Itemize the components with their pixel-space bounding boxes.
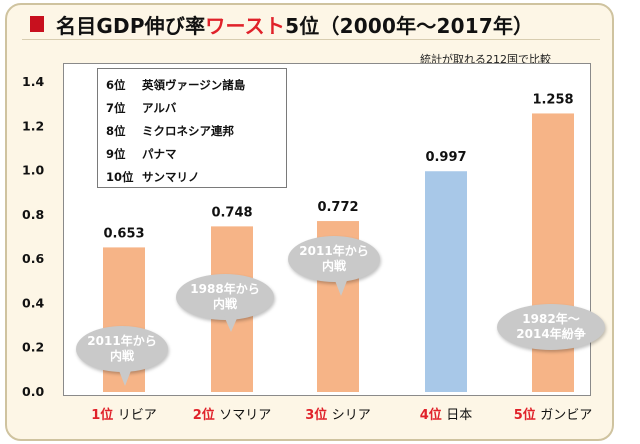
category-country: ソマリア xyxy=(219,408,271,423)
callout-text: 1982年～ 2014年紛争 xyxy=(516,312,586,341)
bar xyxy=(425,171,467,392)
value-label: 1.258 xyxy=(532,92,573,107)
title-prefix: 名目GDP伸び率 xyxy=(56,13,206,38)
callout-text: 1988年から 内戦 xyxy=(190,282,260,311)
legend-rank: 10位 xyxy=(106,170,134,184)
chart-title: 名目GDP伸び率ワースト5位（2000年～2017年） xyxy=(56,10,533,39)
value-label: 0.748 xyxy=(211,205,252,220)
category-country: シリア xyxy=(332,408,371,423)
y-tick-label: 0.8 xyxy=(22,207,44,222)
category-label: 4位 日本 xyxy=(420,407,473,423)
legend-rank: 9位 xyxy=(106,147,126,161)
comparison-note: 統計が取れる212国で比較 xyxy=(420,53,551,66)
callout-text: 2011年から 内戦 xyxy=(87,334,157,363)
legend-country: 英領ヴァージン諸島 xyxy=(142,78,246,92)
category-label: 3位 シリア xyxy=(305,407,371,423)
legend-rank: 6位 xyxy=(106,78,126,92)
legend-item: 9位 パナマ xyxy=(106,143,286,166)
legend-country: パナマ xyxy=(142,147,177,161)
legend-box: 6位 英領ヴァージン諸島 7位 アルバ 8位 ミクロネシア連邦 9位 パナマ 10位 サン… xyxy=(97,68,287,188)
callout-gambia: 1982年～ 2014年紛争 xyxy=(497,304,605,350)
title-marker xyxy=(30,16,44,32)
category-rank: 1位 xyxy=(91,407,118,423)
category-rank: 5位 xyxy=(514,407,541,423)
legend-item: 8位 ミクロネシア連邦 xyxy=(106,120,286,143)
title-row: 名目GDP伸び率ワースト5位（2000年～2017年） xyxy=(30,10,533,39)
legend-country: ミクロネシア連邦 xyxy=(142,124,234,138)
category-rank: 2位 xyxy=(193,407,220,423)
category-country: リビア xyxy=(118,408,157,423)
callout-text: 2011年から 内戦 xyxy=(299,244,369,273)
callout-tail xyxy=(334,278,348,296)
value-label: 0.997 xyxy=(425,150,466,165)
legend-item: 10位 サンマリノ xyxy=(106,166,286,189)
y-tick-label: 1.4 xyxy=(22,74,44,89)
callout-tail xyxy=(118,368,132,386)
category-country: 日本 xyxy=(446,408,472,423)
bar xyxy=(532,113,574,392)
y-tick-label: 0.0 xyxy=(22,384,44,399)
value-label: 0.772 xyxy=(317,200,358,215)
y-tick-label: 0.4 xyxy=(22,295,44,310)
y-tick-label: 1.2 xyxy=(22,118,44,133)
title-suffix: 5位（2000年～2017年） xyxy=(285,13,534,38)
value-label: 0.653 xyxy=(103,226,144,241)
category-country: ガンビア xyxy=(540,408,592,423)
legend-rank: 7位 xyxy=(106,101,126,115)
legend-item: 6位 英領ヴァージン諸島 xyxy=(106,74,286,97)
category-rank: 4位 xyxy=(420,407,447,423)
callout-syria: 2011年から 内戦 xyxy=(288,236,380,282)
category-label: 1位 リビア xyxy=(91,407,157,423)
legend-rank: 8位 xyxy=(106,124,126,138)
legend-country: アルバ xyxy=(142,101,177,115)
title-underline xyxy=(22,39,600,40)
y-tick-label: 1.0 xyxy=(22,163,44,178)
category-label: 5位 ガンビア xyxy=(514,407,593,423)
callout-somalia: 1988年から 内戦 xyxy=(176,274,274,320)
y-tick-label: 0.6 xyxy=(22,251,44,266)
callout-libya: 2011年から 内戦 xyxy=(76,326,168,372)
category-label: 2位 ソマリア xyxy=(193,407,272,423)
title-highlight: ワースト xyxy=(205,13,286,38)
legend-country: サンマリノ xyxy=(142,170,200,184)
category-rank: 3位 xyxy=(305,407,332,423)
legend-item: 7位 アルバ xyxy=(106,97,286,120)
y-tick-label: 0.2 xyxy=(22,340,44,355)
callout-tail xyxy=(224,316,238,332)
